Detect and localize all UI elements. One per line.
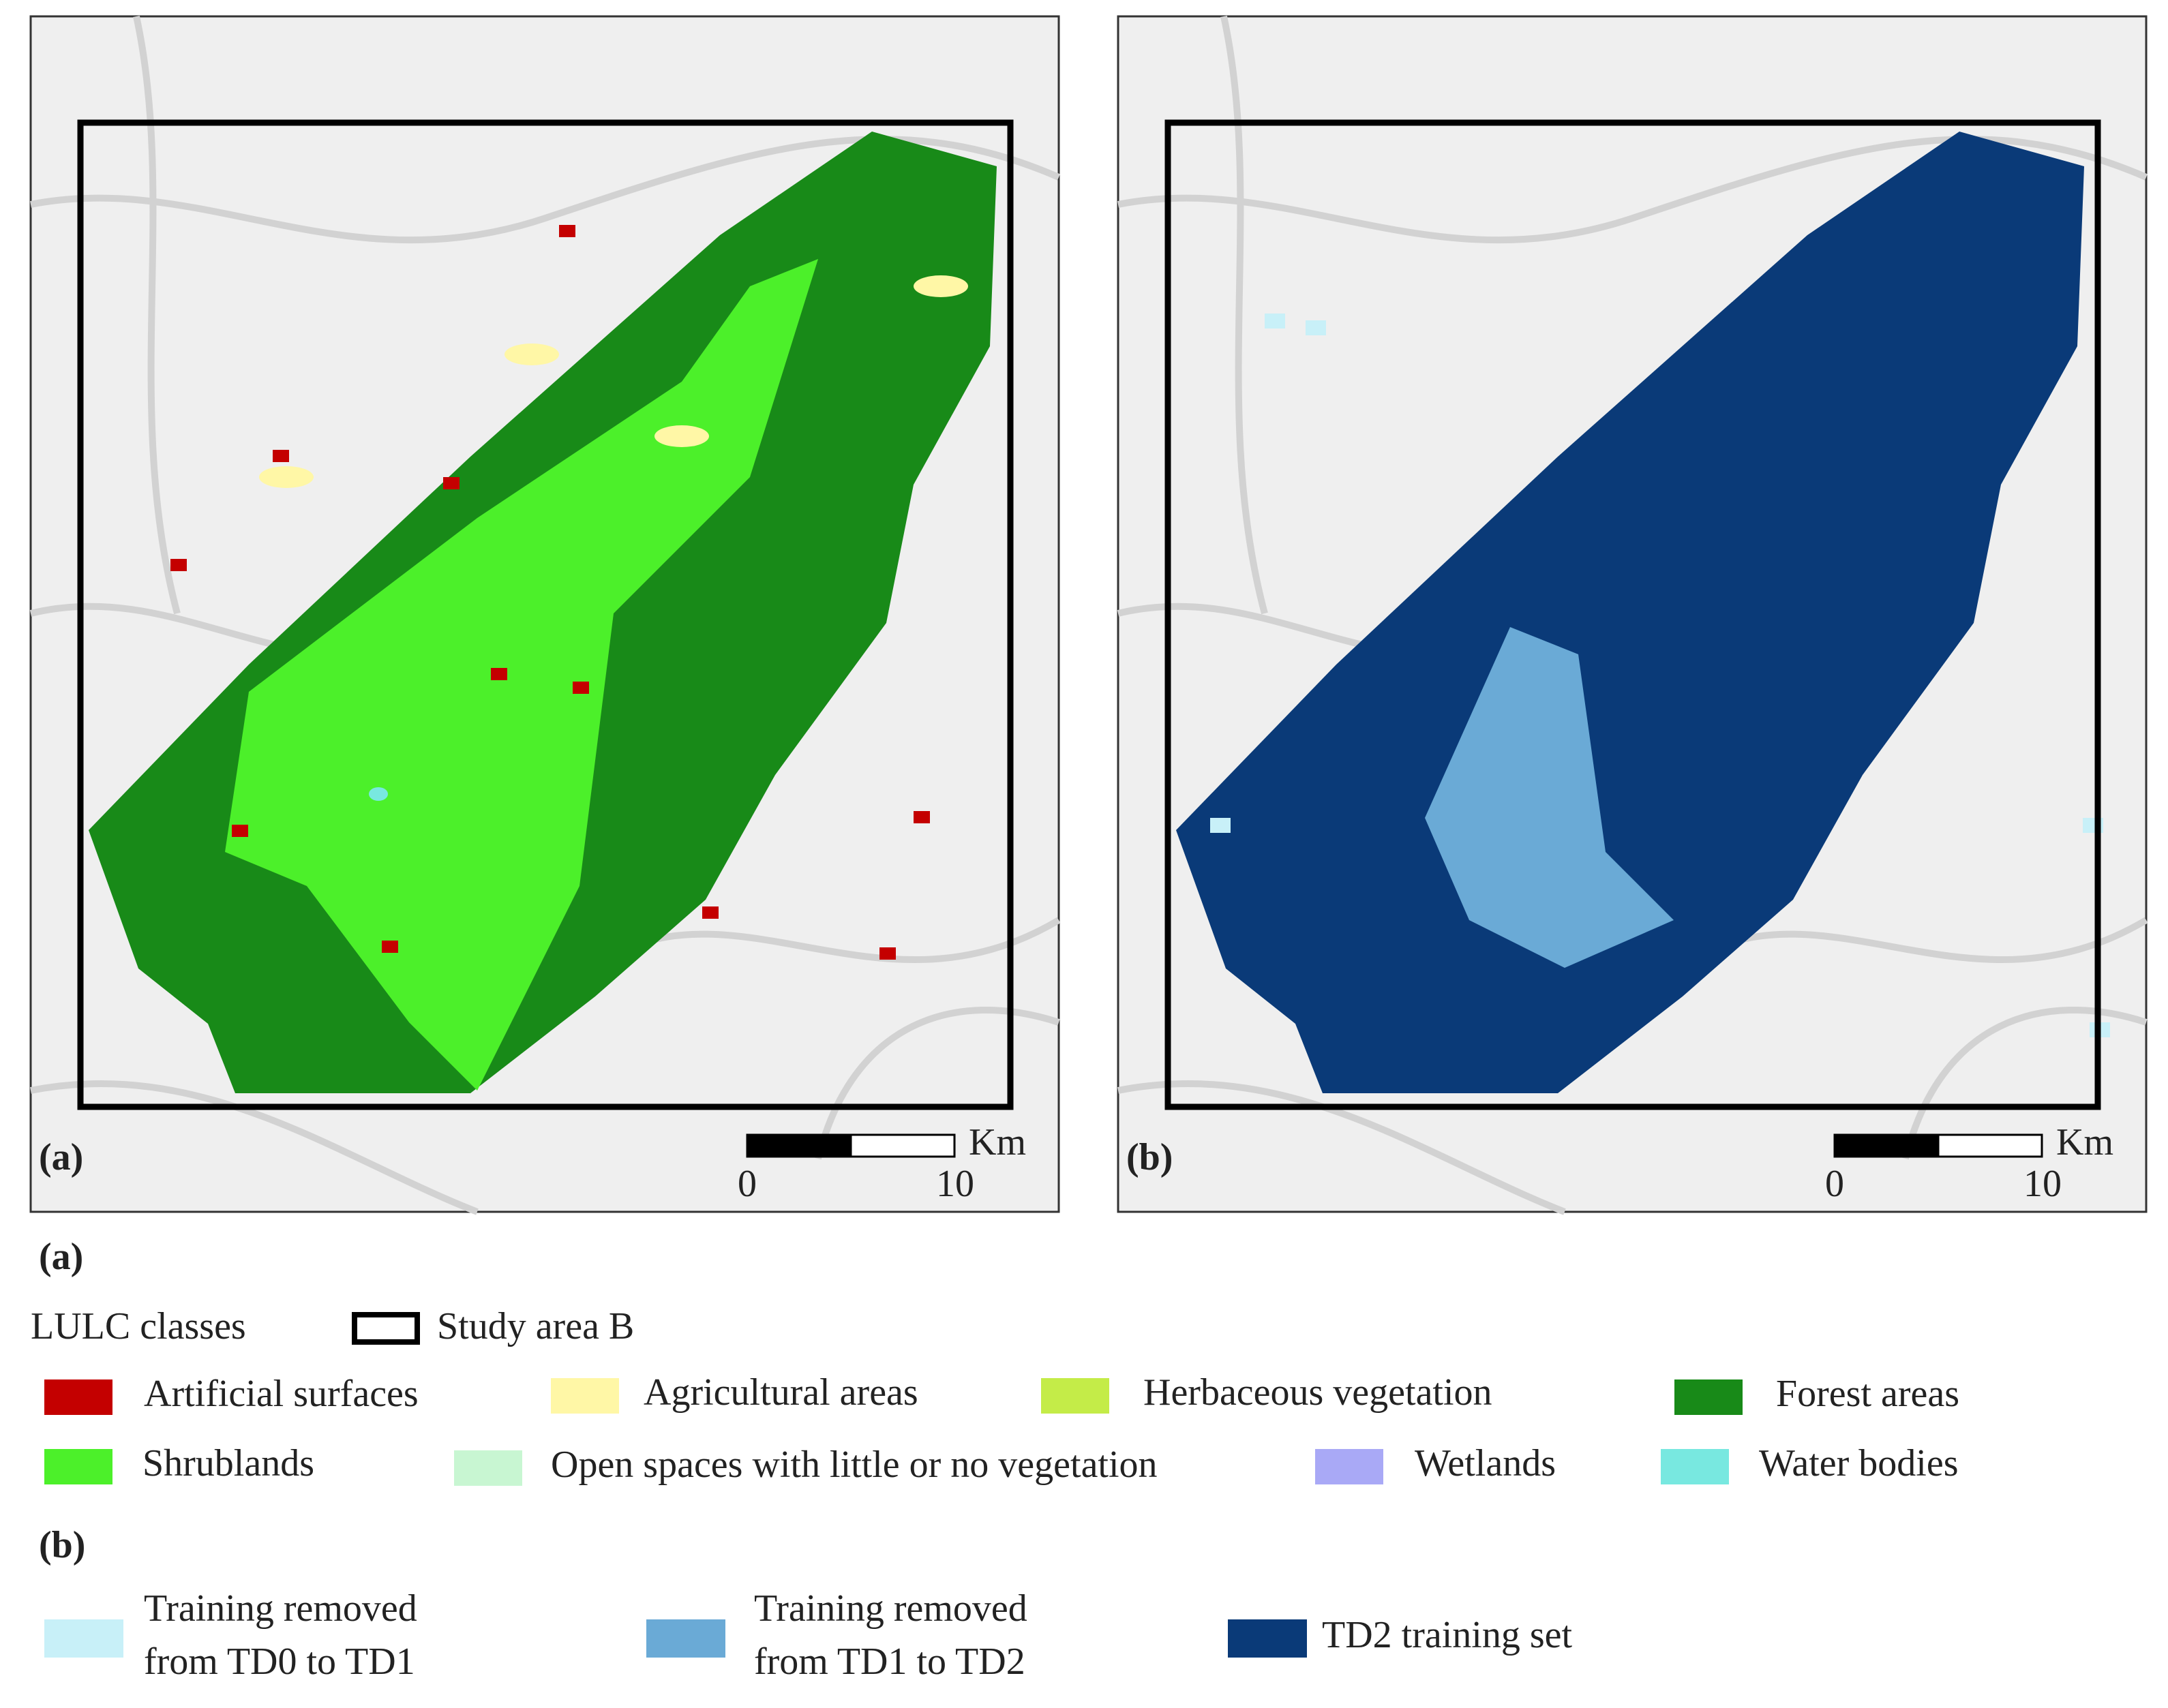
legend-label: Shrublands: [142, 1442, 314, 1484]
road: [1699, 917, 2148, 963]
td0-td1-removed: [1210, 818, 1231, 833]
legend-swatch: [1041, 1378, 1109, 1414]
legend-label: Wetlands: [1415, 1442, 1556, 1484]
legend-label: Training removed: [144, 1587, 417, 1630]
map-panel: (a) Km 0 10: [29, 15, 1061, 1215]
legend-swatch: [44, 1619, 123, 1658]
scale-unit: Km: [2056, 1121, 2113, 1163]
artificial-patch: [573, 682, 589, 694]
td1-td2-removed: [1425, 627, 1674, 968]
scale-bar-white: [849, 1133, 956, 1158]
legend-a-label: (a): [39, 1236, 83, 1278]
scale-tick: 0: [1825, 1163, 1844, 1205]
scale-tick: 0: [738, 1163, 757, 1205]
artificial-patch: [702, 906, 719, 919]
td2-area: [1176, 132, 2084, 1093]
road: [133, 15, 181, 615]
legend-swatch: [44, 1449, 112, 1484]
agricultural-patch: [259, 466, 314, 488]
legend-b-label: (b): [39, 1524, 85, 1566]
study-area-box: [77, 119, 1014, 1110]
legend-swatch: [1674, 1379, 1743, 1415]
study-area-label: Study area B: [437, 1305, 634, 1347]
scale-bar-black: [1833, 1133, 1940, 1158]
scale-bar-black: [746, 1133, 852, 1158]
agricultural-patch: [914, 275, 968, 297]
legend-label: from TD1 to TD2: [754, 1641, 1025, 1683]
td0-td1-removed: [1265, 314, 1285, 329]
legend-swatch: [1228, 1619, 1307, 1658]
legend-label: from TD0 to TD1: [144, 1641, 415, 1683]
legend-swatch: [1661, 1449, 1729, 1484]
artificial-patch: [382, 941, 398, 953]
panel-label: (a): [39, 1136, 83, 1178]
legend-label: Herbaceous vegetation: [1143, 1371, 1492, 1414]
artificial-patch: [914, 811, 930, 823]
legend-swatch: [454, 1450, 522, 1486]
scale-bar-white: [1937, 1133, 2043, 1158]
legend-label: Water bodies: [1759, 1442, 1959, 1484]
legend-label: TD2 training set: [1322, 1614, 1572, 1656]
study-area-swatch: [352, 1312, 420, 1345]
artificial-patch: [879, 947, 896, 960]
legend-swatch: [44, 1379, 112, 1415]
map-panel: (b) Km 0 10: [1117, 15, 2148, 1215]
legend-swatch: [1315, 1449, 1383, 1484]
legend-label: Agricultural areas: [644, 1371, 918, 1414]
agricultural-patch: [505, 344, 559, 365]
road: [30, 1080, 479, 1215]
water-patch: [369, 787, 388, 801]
legend-swatch: [646, 1619, 725, 1658]
scale-unit: Km: [969, 1121, 1026, 1163]
agricultural-patch: [654, 425, 709, 447]
shrubland-area: [225, 259, 818, 1091]
artificial-patch: [273, 450, 289, 462]
artificial-patch: [232, 825, 248, 837]
road: [612, 917, 1061, 963]
scale-tick: 10: [2023, 1163, 2062, 1205]
legend-label: Forest areas: [1776, 1373, 1959, 1415]
panel-label: (b): [1126, 1136, 1173, 1178]
td0-td1-removed: [1306, 320, 1326, 335]
legend-label: Training removed: [754, 1587, 1027, 1630]
artificial-patch: [443, 477, 460, 489]
scale-tick: 10: [936, 1163, 974, 1205]
legend-swatch: [551, 1378, 619, 1414]
artificial-patch: [491, 668, 507, 680]
artificial-patch: [559, 225, 575, 237]
legend-label: Artificial surfaces: [144, 1373, 419, 1415]
study-area-box: [1164, 119, 2101, 1110]
artificial-patch: [170, 559, 187, 571]
legend-title: LULC classes: [31, 1305, 246, 1347]
legend-label: Open spaces with little or no vegetation: [551, 1444, 1158, 1486]
road: [1220, 15, 1268, 615]
road: [1117, 1080, 1566, 1215]
